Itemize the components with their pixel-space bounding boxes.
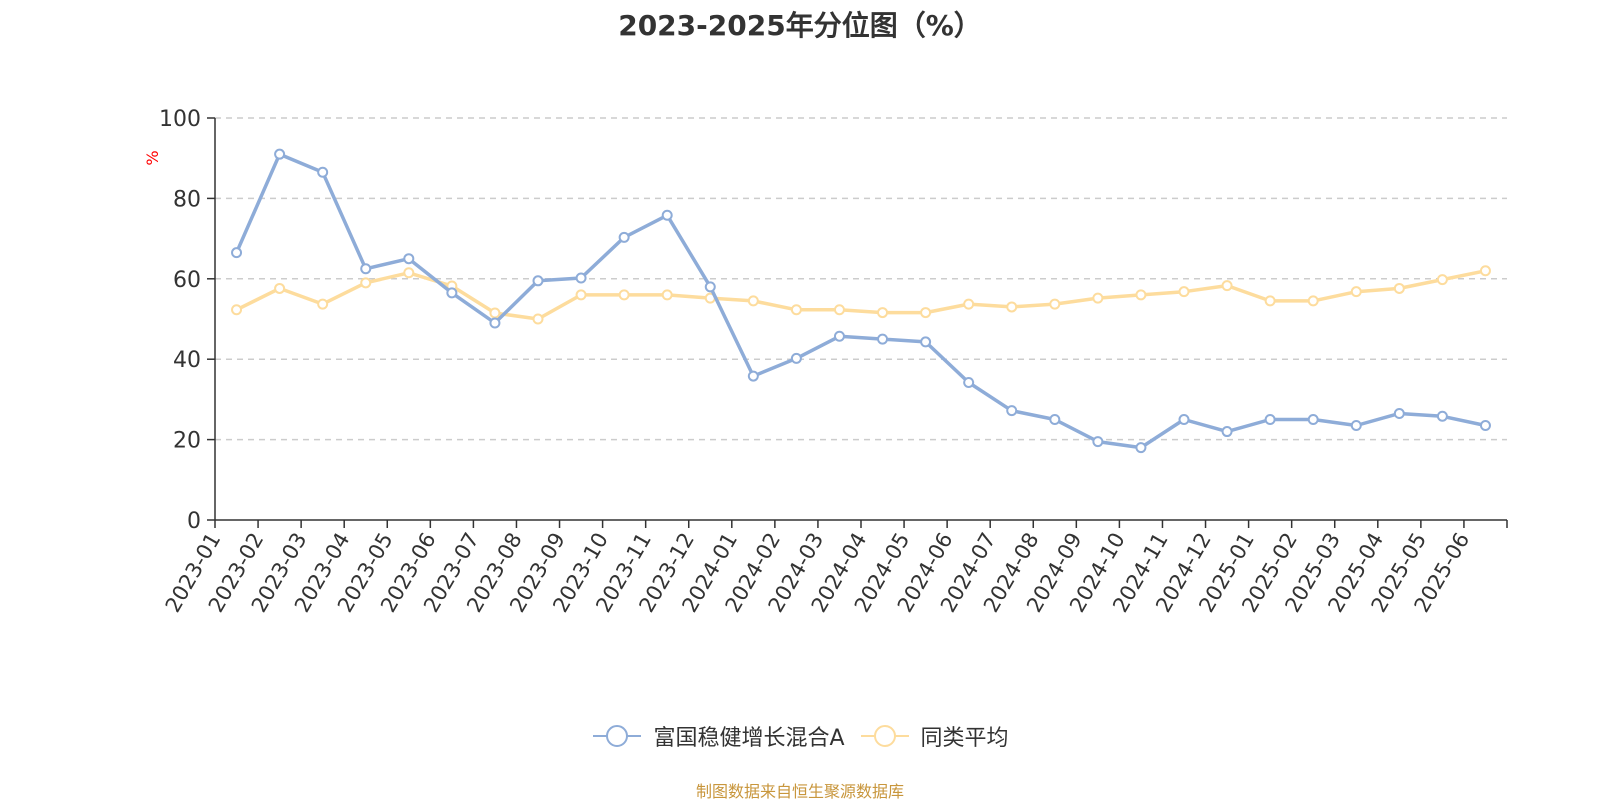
data-point-series-2[interactable] xyxy=(1092,292,1104,304)
data-point-series-1[interactable] xyxy=(1221,426,1233,438)
data-point-series-2[interactable] xyxy=(661,289,673,301)
data-point-series-1[interactable] xyxy=(618,231,630,243)
data-point-series-1[interactable] xyxy=(704,281,716,293)
legend-marker-series-2 xyxy=(860,725,909,747)
data-point-series-2[interactable] xyxy=(489,307,501,319)
data-point-series-1[interactable] xyxy=(489,317,501,329)
axes: 0204060801002023-012023-022023-032023-04… xyxy=(159,107,1508,616)
y-tick-label: 20 xyxy=(173,429,201,454)
data-point-series-2[interactable] xyxy=(403,267,415,279)
data-point-series-2[interactable] xyxy=(1049,298,1061,310)
legend-label-series-2: 同类平均 xyxy=(920,726,1009,751)
data-point-series-2[interactable] xyxy=(1436,274,1448,286)
y-tick-label: 60 xyxy=(173,268,201,293)
data-point-series-2[interactable] xyxy=(1350,286,1362,298)
series-line-2 xyxy=(235,269,1486,321)
data-point-series-2[interactable] xyxy=(833,304,845,316)
data-point-series-1[interactable] xyxy=(790,352,802,364)
series-lines xyxy=(231,148,1491,454)
data-point-series-1[interactable] xyxy=(1393,407,1405,419)
data-point-series-2[interactable] xyxy=(1307,295,1319,307)
data-point-series-2[interactable] xyxy=(231,304,243,316)
data-point-series-1[interactable] xyxy=(1350,420,1362,432)
data-point-series-2[interactable] xyxy=(1135,289,1147,301)
data-point-series-2[interactable] xyxy=(920,307,932,319)
data-point-series-2[interactable] xyxy=(1178,286,1190,298)
data-point-series-2[interactable] xyxy=(877,307,889,319)
data-point-series-1[interactable] xyxy=(532,275,544,287)
data-point-series-2[interactable] xyxy=(1221,280,1233,292)
data-point-series-2[interactable] xyxy=(1264,295,1276,307)
y-tick-label: 100 xyxy=(159,107,201,132)
data-source-note: 制图数据来自恒生聚源数据库 xyxy=(695,782,904,801)
data-point-series-1[interactable] xyxy=(231,247,243,259)
data-point-series-2[interactable] xyxy=(274,282,286,294)
data-point-series-2[interactable] xyxy=(1479,265,1491,277)
data-point-series-1[interactable] xyxy=(1006,405,1018,417)
legend: 富国稳健增长混合A 同类平均 xyxy=(0,720,1600,752)
data-point-series-1[interactable] xyxy=(1436,410,1448,422)
chart-title: 2023-2025年分位图（%） xyxy=(618,9,982,42)
y-tick-label: 40 xyxy=(173,348,201,373)
data-point-series-1[interactable] xyxy=(1135,442,1147,454)
grid-lines xyxy=(215,117,1507,441)
data-point-series-1[interactable] xyxy=(403,253,415,265)
data-point-series-1[interactable] xyxy=(1178,414,1190,425)
legend-label-series-1: 富国稳健增长混合A xyxy=(653,726,845,751)
y-tick-label: 80 xyxy=(173,187,201,212)
y-tick-label: 0 xyxy=(187,509,201,534)
data-point-series-1[interactable] xyxy=(317,166,329,178)
data-point-series-1[interactable] xyxy=(747,370,759,382)
data-point-series-1[interactable] xyxy=(575,272,587,284)
data-point-series-1[interactable] xyxy=(446,287,458,299)
data-point-series-1[interactable] xyxy=(1092,436,1104,448)
data-point-series-2[interactable] xyxy=(747,295,759,307)
data-point-series-1[interactable] xyxy=(963,377,975,389)
data-point-series-1[interactable] xyxy=(360,263,372,275)
data-point-series-2[interactable] xyxy=(575,289,587,301)
data-point-series-1[interactable] xyxy=(1307,414,1319,425)
data-point-series-2[interactable] xyxy=(317,298,329,310)
legend-item-series-2[interactable]: 同类平均 xyxy=(859,720,1009,752)
data-point-series-2[interactable] xyxy=(618,289,630,301)
data-point-series-1[interactable] xyxy=(1049,414,1061,425)
data-point-series-1[interactable] xyxy=(274,148,286,160)
y-axis-label: % xyxy=(143,150,162,165)
data-point-series-2[interactable] xyxy=(532,313,544,325)
data-point-series-1[interactable] xyxy=(1264,414,1276,425)
data-point-series-2[interactable] xyxy=(963,298,975,310)
data-point-series-1[interactable] xyxy=(920,336,932,348)
data-point-series-1[interactable] xyxy=(877,333,889,345)
data-point-series-2[interactable] xyxy=(1006,301,1018,313)
data-point-series-1[interactable] xyxy=(1479,420,1491,432)
legend-marker-series-1 xyxy=(593,725,642,747)
series-line-1 xyxy=(234,152,1486,450)
data-point-series-1[interactable] xyxy=(833,330,845,342)
data-point-series-2[interactable] xyxy=(1393,282,1405,294)
data-point-series-2[interactable] xyxy=(790,304,802,316)
data-point-series-2[interactable] xyxy=(360,277,372,289)
legend-item-series-1[interactable]: 富国稳健增长混合A xyxy=(591,720,845,752)
data-point-series-1[interactable] xyxy=(661,209,673,221)
